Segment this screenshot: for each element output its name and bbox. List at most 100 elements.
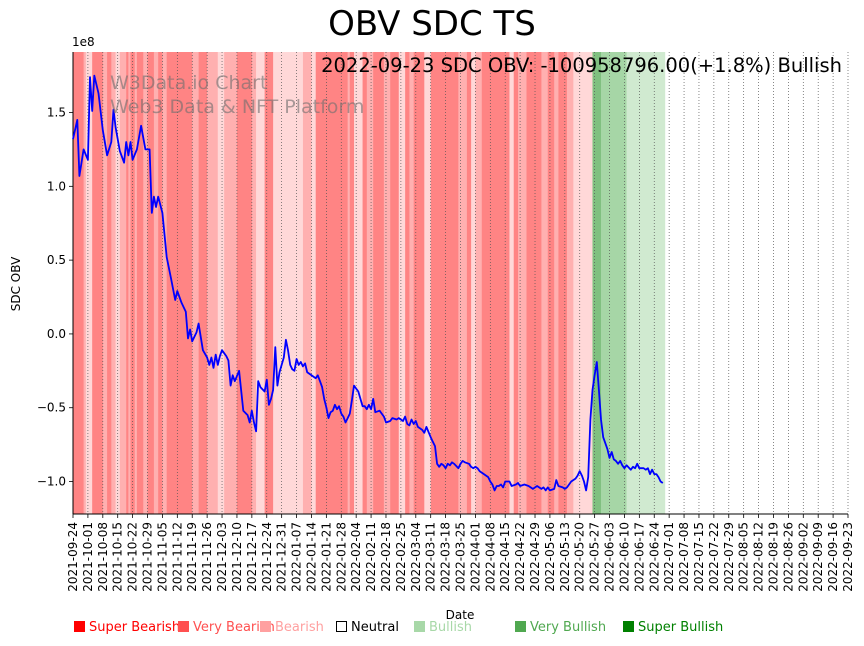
legend-item-very-bullish: Very Bullish: [515, 620, 606, 635]
x-tick-label: 2021-12-03: [215, 522, 229, 592]
regime-band: [111, 52, 116, 514]
x-tick-label: 2021-11-26: [200, 522, 214, 592]
regime-band: [251, 52, 257, 514]
x-tick-label: 2021-11-19: [185, 522, 199, 592]
regime-band: [566, 52, 574, 514]
x-tick-label: 2022-02-11: [364, 522, 378, 592]
regime-band: [601, 52, 627, 514]
x-tick-label: 2022-03-11: [424, 522, 438, 592]
x-tick-label: 2022-03-25: [454, 522, 468, 592]
regime-band: [236, 52, 253, 514]
y-tick-label: −1.0: [37, 475, 66, 489]
x-tick-label: 2022-04-08: [483, 522, 497, 592]
regime-band: [398, 52, 406, 514]
x-tick-label: 2022-02-04: [349, 522, 363, 592]
legend-label: Super Bullish: [638, 620, 724, 635]
regime-band: [558, 52, 568, 514]
headline-summary: 2022-09-23 SDC OBV: -100958796.00(+1.8%)…: [321, 54, 842, 77]
regime-band: [362, 52, 368, 514]
x-tick-label: 2022-06-17: [632, 522, 646, 592]
x-tick-label: 2021-12-31: [275, 522, 289, 592]
regime-band: [311, 52, 317, 514]
regime-band: [128, 52, 131, 514]
x-tick-label: 2022-09-23: [841, 522, 855, 592]
x-tick-label: 2022-04-22: [513, 522, 527, 592]
legend-item-very-bearish: Very Bearish: [178, 620, 275, 635]
regime-band: [390, 52, 400, 514]
x-tick-label: 2022-04-15: [498, 522, 512, 592]
regime-band: [547, 52, 555, 514]
regime-band: [509, 52, 515, 514]
regime-band: [83, 52, 87, 514]
x-tick-label: 2022-07-01: [662, 522, 676, 592]
regime-band: [85, 52, 93, 514]
regime-band: [162, 52, 167, 514]
regime-band: [349, 52, 355, 514]
regime-band: [166, 52, 193, 514]
x-tick-label: 2021-11-12: [170, 522, 184, 592]
x-tick-label: 2022-05-06: [543, 522, 557, 592]
x-tick-label: 2021-12-24: [260, 522, 274, 592]
x-tick-label: 2022-07-22: [707, 522, 721, 592]
regime-band: [192, 52, 199, 514]
legend-swatch: [336, 621, 347, 632]
x-tick-label: 2021-10-15: [111, 522, 125, 592]
legend-label: Bearish: [275, 620, 324, 635]
x-tick-label: 2021-10-22: [126, 522, 140, 592]
regime-band: [424, 52, 431, 514]
regime-band: [471, 52, 476, 514]
obv-line: [72, 74, 664, 492]
watermark-line2: Web3 Data & NFT Platform: [110, 96, 365, 118]
regime-band: [134, 52, 138, 514]
x-tick-label: 2022-08-26: [781, 522, 795, 592]
y-axis-label: SDC OBV: [9, 256, 23, 312]
regime-band: [354, 52, 363, 514]
regime-band: [430, 52, 459, 514]
regime-band: [513, 52, 519, 514]
x-tick-label: 2022-01-28: [334, 522, 348, 592]
x-tick-label: 2022-05-20: [573, 522, 587, 592]
legend-item-bullish: Bullish: [414, 620, 472, 635]
x-tick-label: 2021-12-10: [230, 522, 244, 592]
legend-item-super-bullish: Super Bullish: [623, 620, 723, 635]
regime-band: [73, 52, 84, 514]
regime-band: [224, 52, 238, 514]
regime-band: [264, 52, 274, 514]
regime-band: [273, 52, 304, 514]
regime-band: [526, 52, 542, 514]
regime-band: [207, 52, 219, 514]
legend-item-super-bearish: Super Bearish: [74, 620, 180, 635]
x-tick-label: 2021-09-24: [66, 522, 80, 592]
regime-band: [126, 52, 129, 514]
legend-label: Bullish: [429, 620, 473, 635]
x-tick-label: 2021-11-05: [155, 522, 169, 592]
regime-band: [573, 52, 593, 514]
regime-band: [481, 52, 510, 514]
y-tick-label: 0.0: [47, 327, 66, 341]
x-tick-label: 2022-04-29: [528, 522, 542, 592]
regime-band: [626, 52, 666, 514]
x-tick-label: 2022-05-27: [588, 522, 602, 592]
legend-item-neutral: Neutral: [336, 620, 399, 635]
x-tick-label: 2022-06-24: [647, 522, 661, 592]
regime-band: [475, 52, 483, 514]
x-tick-label: 2022-06-10: [617, 522, 631, 592]
regime-band: [592, 52, 602, 514]
vertical-gridlines: [72, 52, 849, 514]
y-tick-label: 0.5: [47, 253, 66, 267]
x-tick-label: 2022-08-12: [752, 522, 766, 592]
regime-bands: [73, 52, 666, 514]
legend-label: Super Bearish: [89, 620, 181, 635]
regime-band: [143, 52, 148, 514]
regime-band: [373, 52, 385, 514]
regime-band: [554, 52, 559, 514]
regime-band: [119, 52, 127, 514]
regime-band: [102, 52, 108, 514]
regime-band: [136, 52, 144, 514]
regime-band: [383, 52, 391, 514]
x-tick-label: 2021-10-01: [81, 522, 95, 592]
legend-swatch: [74, 621, 85, 632]
regime-band: [153, 52, 159, 514]
x-tick-label: 2022-03-04: [409, 522, 423, 592]
